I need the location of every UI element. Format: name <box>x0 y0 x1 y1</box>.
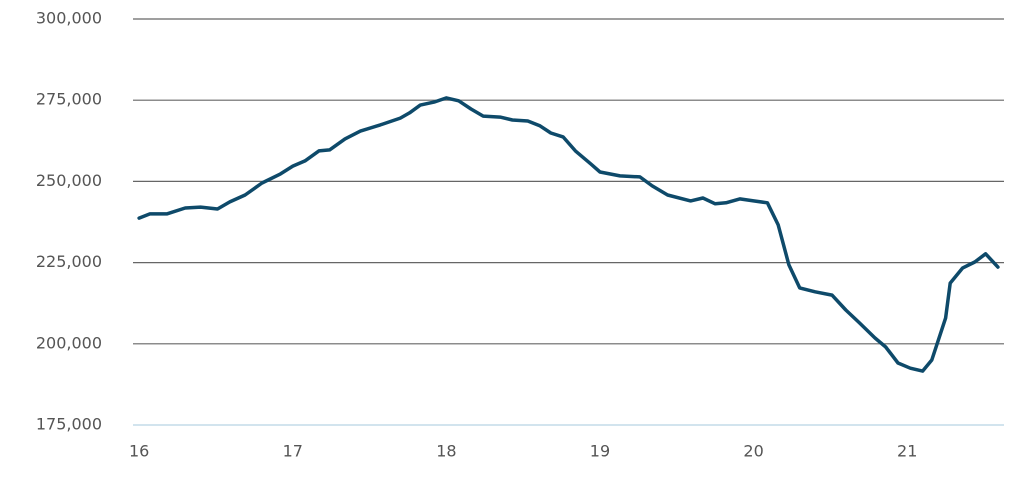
y-tick-label: 200,000 <box>36 333 102 352</box>
x-tick-label: 16 <box>129 442 149 461</box>
x-tick-label: 17 <box>283 442 303 461</box>
x-tick-label: 19 <box>590 442 610 461</box>
y-tick-label: 225,000 <box>36 252 102 271</box>
line-series <box>137 96 1000 373</box>
x-tick-label: 21 <box>897 442 917 461</box>
x-tick-label: 18 <box>436 442 456 461</box>
y-tick-label: 300,000 <box>36 9 102 28</box>
y-tick-label: 250,000 <box>36 171 102 190</box>
y-tick-label: 175,000 <box>36 415 102 434</box>
y-tick-label: 275,000 <box>36 90 102 109</box>
x-tick-label: 20 <box>743 442 763 461</box>
